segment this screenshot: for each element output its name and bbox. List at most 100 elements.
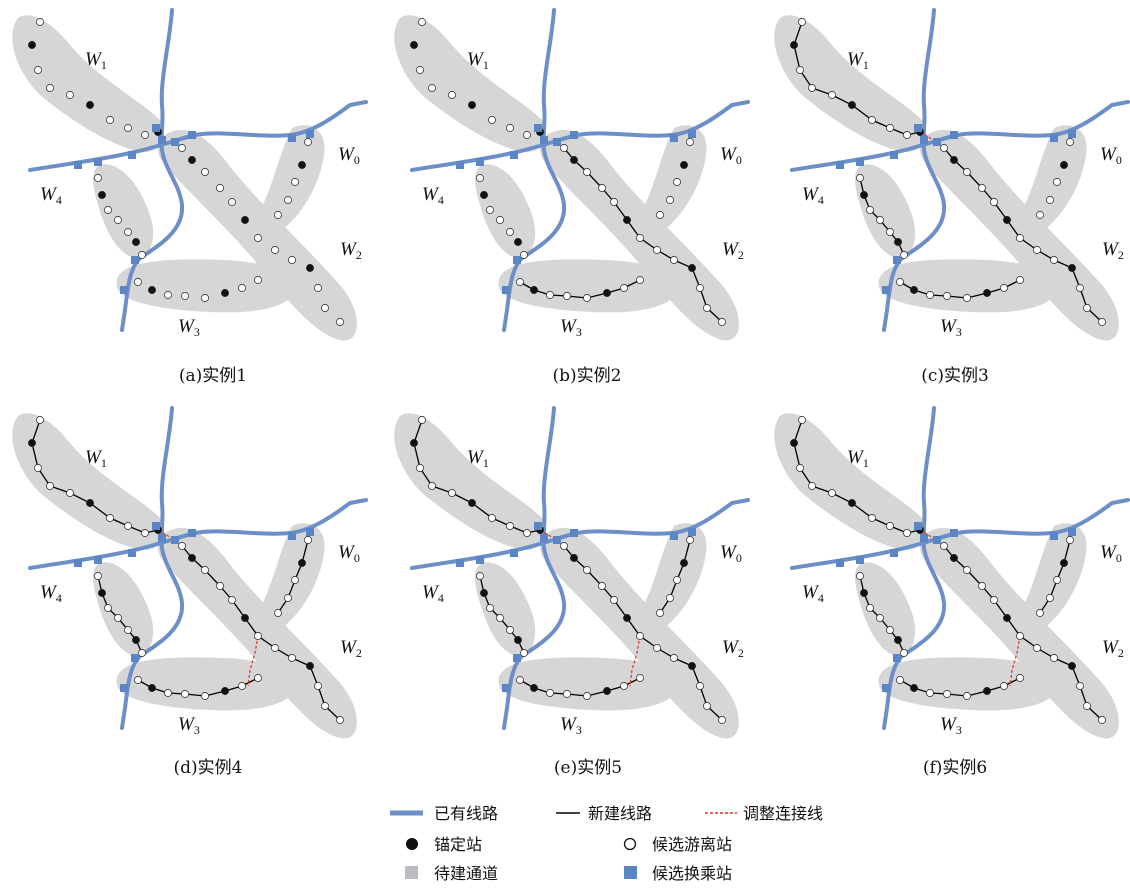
candidate-station bbox=[506, 626, 514, 634]
anchor-station bbox=[983, 687, 991, 695]
candidate-station bbox=[114, 216, 122, 224]
anchor-station bbox=[530, 286, 538, 294]
candidate-station bbox=[673, 178, 681, 186]
corridor-label-main: W bbox=[1102, 239, 1120, 260]
candidate-station bbox=[900, 251, 908, 259]
anchor-station bbox=[480, 589, 488, 597]
corridor-label-sub: 3 bbox=[576, 325, 582, 339]
candidate-station bbox=[274, 211, 282, 219]
candidate-station bbox=[1066, 536, 1074, 544]
candidate-station bbox=[124, 522, 132, 530]
candidate-station bbox=[496, 216, 504, 224]
transfer-station bbox=[893, 256, 901, 264]
anchor-station bbox=[688, 264, 696, 272]
candidate-station bbox=[124, 626, 132, 634]
corridor-label-main: W bbox=[802, 582, 820, 603]
transfer-station bbox=[128, 151, 136, 159]
anchor-station bbox=[680, 161, 688, 169]
caption-instance-4: (d)实例4 bbox=[174, 758, 243, 778]
transfer-station bbox=[158, 136, 166, 144]
candidate-station bbox=[134, 278, 142, 286]
anchor-station bbox=[623, 216, 631, 224]
transfer-station bbox=[534, 522, 542, 530]
legend-candidate-station: 候选游离站 bbox=[623, 835, 732, 854]
candidate-station bbox=[488, 514, 496, 522]
candidate-station bbox=[516, 676, 524, 684]
corridor-label-main: W bbox=[940, 714, 958, 735]
candidate-station bbox=[291, 178, 299, 186]
new-line-w1 bbox=[31, 419, 159, 534]
candidate-station bbox=[486, 604, 494, 612]
candidate-station bbox=[201, 566, 209, 574]
legend-transfer-station: 候选换乘站 bbox=[624, 864, 732, 883]
corridor-label-main: W bbox=[940, 316, 958, 337]
anchor-station bbox=[860, 589, 868, 597]
candidate-station bbox=[428, 482, 436, 490]
anchor-station bbox=[1003, 216, 1011, 224]
anchor-station bbox=[514, 636, 522, 644]
anchor-station bbox=[983, 289, 991, 297]
transfer-station bbox=[513, 256, 521, 264]
anchor-station bbox=[28, 41, 36, 49]
corridor-label-sub: 1 bbox=[101, 456, 107, 470]
candidate-station bbox=[636, 632, 644, 640]
candidate-station bbox=[546, 689, 554, 697]
transfer-station bbox=[513, 654, 521, 662]
corridor-label-main: W bbox=[847, 447, 865, 468]
candidate-station bbox=[201, 692, 209, 700]
candidate-station bbox=[94, 572, 102, 580]
corridor-label-main: W bbox=[560, 714, 578, 735]
corridor-label-w0: W0 bbox=[1100, 144, 1122, 167]
transfer-station bbox=[914, 522, 922, 530]
candidate-station bbox=[523, 131, 531, 139]
corridor-w4 bbox=[855, 164, 916, 259]
anchor-station bbox=[298, 559, 306, 567]
corridor-label-sub: 1 bbox=[483, 456, 489, 470]
candidate-station bbox=[940, 542, 948, 550]
candidate-station bbox=[114, 614, 122, 622]
transfer-station bbox=[670, 134, 678, 142]
corridor-w1 bbox=[394, 413, 547, 550]
corridor-label-sub: 3 bbox=[956, 723, 962, 737]
candidate-station bbox=[903, 529, 911, 537]
transfer-station bbox=[688, 528, 696, 536]
candidate-station bbox=[304, 138, 312, 146]
candidate-station bbox=[868, 514, 876, 522]
corridor-label-w0: W0 bbox=[720, 144, 742, 167]
transfer-station bbox=[171, 536, 179, 544]
corridor-label-w3: W3 bbox=[178, 714, 200, 737]
anchor-station bbox=[790, 41, 798, 49]
corridor-w0 bbox=[254, 523, 325, 635]
candidate-station bbox=[106, 514, 114, 522]
candidate-station bbox=[583, 692, 591, 700]
candidate-station bbox=[560, 144, 568, 152]
candidate-station bbox=[978, 582, 986, 590]
candidate-station bbox=[796, 464, 804, 472]
corridor-label-w0: W0 bbox=[338, 144, 360, 167]
candidate-station bbox=[670, 256, 678, 264]
candidate-station bbox=[1016, 276, 1024, 284]
anchor-station bbox=[848, 499, 856, 507]
anchor-station bbox=[570, 156, 578, 164]
transfer-station bbox=[152, 124, 160, 132]
candidate-station bbox=[963, 294, 971, 302]
corridor-label-sub: 1 bbox=[863, 58, 869, 72]
candidate-station bbox=[926, 689, 934, 697]
candidate-station bbox=[66, 91, 74, 99]
corridor-w3 bbox=[116, 657, 296, 711]
legend: 已有线路 新建线路 调整连接线 锚定站 候选游离站 待建通道 候选换乘站 bbox=[390, 804, 823, 883]
candidate-station bbox=[686, 138, 694, 146]
transfer-station bbox=[188, 529, 196, 537]
transfer-station bbox=[94, 158, 102, 166]
new-line-w1 bbox=[413, 419, 541, 534]
candidate-station bbox=[636, 674, 644, 682]
candidate-station bbox=[1033, 246, 1041, 254]
anchor-station bbox=[221, 289, 229, 297]
anchor-station bbox=[148, 286, 156, 294]
candidate-station bbox=[963, 692, 971, 700]
candidate-station bbox=[876, 216, 884, 224]
transfer-station bbox=[476, 556, 484, 564]
candidate-station bbox=[866, 206, 874, 214]
corridor-label-sub: 3 bbox=[194, 723, 200, 737]
